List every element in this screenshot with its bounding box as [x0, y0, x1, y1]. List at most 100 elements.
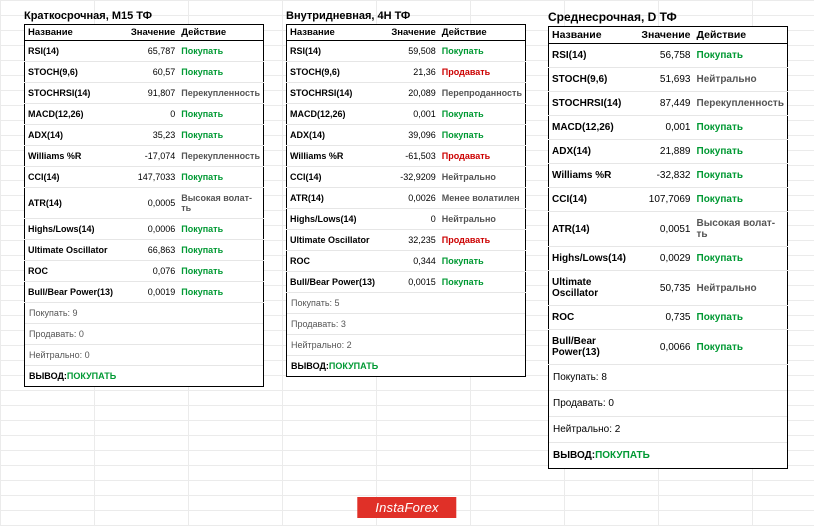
indicator-value: 0,001: [637, 116, 693, 140]
table-row: ADX(14)35,23Покупать: [25, 125, 264, 146]
summary-box: Покупать: 8Продавать: 0Нейтрально: 2ВЫВО…: [548, 365, 788, 469]
indicator-name: ADX(14): [287, 125, 383, 146]
indicator-value: 0,0015: [383, 272, 439, 293]
indicator-action: Покупать: [694, 247, 788, 271]
panel-title: Среднесрочная, D ТФ: [548, 10, 788, 26]
indicator-value: 0,344: [383, 251, 439, 272]
indicator-name: Bull/Bear Power(13): [25, 282, 122, 303]
table-row: Bull/Bear Power(13)0,0066Покупать: [549, 330, 788, 365]
indicator-action: Покупать: [178, 219, 263, 240]
table-row: Williams %R-61,503Продавать: [287, 146, 526, 167]
summary-neutral: Нейтрально: 2: [287, 335, 525, 356]
panels-container: Краткосрочная, М15 ТФНазваниеЗначениеДей…: [0, 0, 814, 469]
indicator-value: 0,076: [122, 261, 179, 282]
indicator-name: ROC: [549, 306, 638, 330]
summary-buy: Покупать: 9: [25, 303, 263, 324]
col-header-value: Значение: [122, 25, 179, 41]
indicator-name: Ultimate Oscillator: [287, 230, 383, 251]
table-row: ATR(14)0,0051Высокая волат-ть: [549, 212, 788, 247]
panel-title: Краткосрочная, М15 ТФ: [24, 10, 264, 24]
table-row: MACD(12,26)0,001Покупать: [549, 116, 788, 140]
indicator-value: 87,449: [637, 92, 693, 116]
indicator-value: 107,7069: [637, 188, 693, 212]
indicator-value: 0,001: [383, 104, 439, 125]
indicator-name: Ultimate Oscillator: [25, 240, 122, 261]
table-row: Bull/Bear Power(13)0,0015Покупать: [287, 272, 526, 293]
indicator-value: 0: [122, 104, 179, 125]
indicator-action: Покупать: [178, 125, 263, 146]
indicator-name: CCI(14): [549, 188, 638, 212]
indicator-name: Williams %R: [287, 146, 383, 167]
indicator-name: STOCHRSI(14): [549, 92, 638, 116]
indicator-action: Покупать: [439, 272, 526, 293]
indicator-value: 32,235: [383, 230, 439, 251]
summary-conclusion: ВЫВОД:ПОКУПАТЬ: [287, 356, 525, 376]
indicator-value: -17,074: [122, 146, 179, 167]
indicator-value: 50,735: [637, 271, 693, 306]
indicator-name: ROC: [25, 261, 122, 282]
indicator-value: 0,0029: [637, 247, 693, 271]
indicator-name: Williams %R: [25, 146, 122, 167]
table-row: STOCH(9,6)21,36Продавать: [287, 62, 526, 83]
indicator-value: 0,0026: [383, 188, 439, 209]
indicator-action: Покупать: [694, 116, 788, 140]
indicator-value: 35,23: [122, 125, 179, 146]
panel-2: Среднесрочная, D ТФНазваниеЗначениеДейст…: [548, 10, 788, 469]
indicator-name: RSI(14): [287, 41, 383, 62]
table-row: Highs/Lows(14)0,0029Покупать: [549, 247, 788, 271]
indicator-value: 56,758: [637, 44, 693, 68]
indicator-name: STOCH(9,6): [549, 68, 638, 92]
indicator-name: Highs/Lows(14): [287, 209, 383, 230]
indicator-name: RSI(14): [25, 41, 122, 62]
table-row: ADX(14)21,889Покупать: [549, 140, 788, 164]
indicator-value: -32,9209: [383, 167, 439, 188]
indicator-action: Покупать: [694, 330, 788, 365]
indicator-name: CCI(14): [25, 167, 122, 188]
indicator-action: Нейтрально: [439, 209, 526, 230]
indicator-value: 147,7033: [122, 167, 179, 188]
table-row: Williams %R-17,074Перекупленность: [25, 146, 264, 167]
indicator-value: -61,503: [383, 146, 439, 167]
indicator-action: Перекупленность: [178, 83, 263, 104]
indicator-value: 21,889: [637, 140, 693, 164]
indicator-name: Bull/Bear Power(13): [287, 272, 383, 293]
indicator-value: 91,807: [122, 83, 179, 104]
indicator-action: Нейтрально: [439, 167, 526, 188]
table-row: ROC0,076Покупать: [25, 261, 264, 282]
indicator-action: Покупать: [178, 167, 263, 188]
indicator-value: -32,832: [637, 164, 693, 188]
indicator-action: Покупать: [694, 44, 788, 68]
indicator-name: ROC: [287, 251, 383, 272]
indicator-value: 20,089: [383, 83, 439, 104]
table-row: RSI(14)65,787Покупать: [25, 41, 264, 62]
table-row: CCI(14)147,7033Покупать: [25, 167, 264, 188]
table-row: STOCHRSI(14)87,449Перекупленность: [549, 92, 788, 116]
indicator-action: Перекупленность: [694, 92, 788, 116]
table-row: ROC0,735Покупать: [549, 306, 788, 330]
indicator-action: Продавать: [439, 62, 526, 83]
table-row: STOCHRSI(14)91,807Перекупленность: [25, 83, 264, 104]
indicators-table: НазваниеЗначениеДействиеRSI(14)65,787Пок…: [24, 24, 264, 303]
indicator-action: Покупать: [178, 261, 263, 282]
indicator-action: Продавать: [439, 146, 526, 167]
indicator-value: 0,0066: [637, 330, 693, 365]
summary-box: Покупать: 5Продавать: 3Нейтрально: 2ВЫВО…: [286, 293, 526, 377]
indicator-action: Высокая волат-ть: [178, 188, 263, 219]
indicator-name: STOCHRSI(14): [25, 83, 122, 104]
indicator-action: Покупать: [694, 164, 788, 188]
logo-badge: InstaForex: [357, 497, 456, 518]
indicator-name: ADX(14): [549, 140, 638, 164]
indicators-table: НазваниеЗначениеДействиеRSI(14)56,758Пок…: [548, 26, 788, 365]
indicator-action: Перепроданность: [439, 83, 526, 104]
table-row: RSI(14)56,758Покупать: [549, 44, 788, 68]
indicator-name: CCI(14): [287, 167, 383, 188]
indicator-name: STOCH(9,6): [287, 62, 383, 83]
table-row: Bull/Bear Power(13)0,0019Покупать: [25, 282, 264, 303]
indicator-action: Нейтрально: [694, 68, 788, 92]
summary-sell: Продавать: 0: [549, 391, 787, 417]
indicator-value: 65,787: [122, 41, 179, 62]
indicator-name: MACD(12,26): [549, 116, 638, 140]
col-header-name: Название: [549, 27, 638, 44]
table-row: MACD(12,26)0Покупать: [25, 104, 264, 125]
table-row: Williams %R-32,832Покупать: [549, 164, 788, 188]
